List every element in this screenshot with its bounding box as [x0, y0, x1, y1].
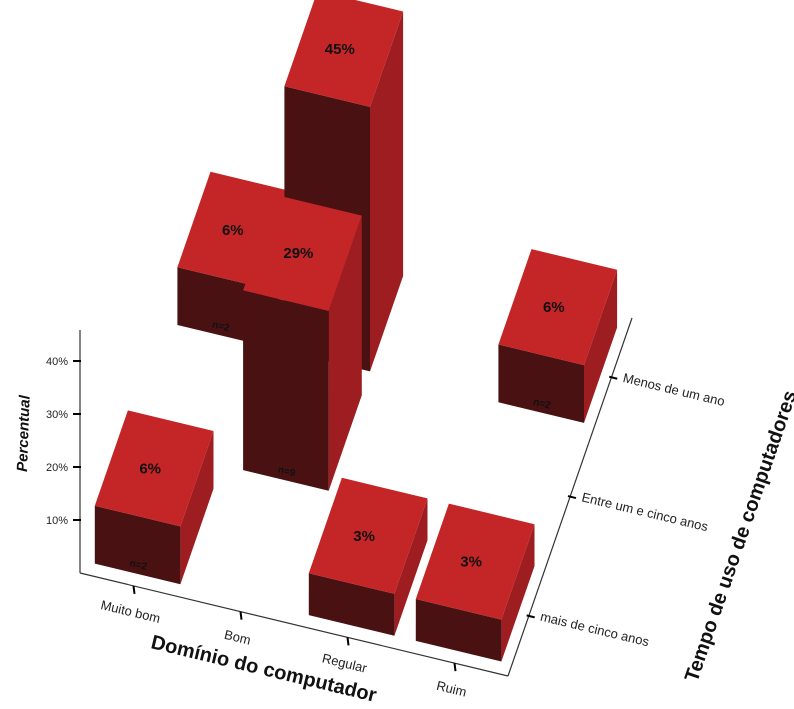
x-tick — [346, 637, 350, 646]
bar-n-label: n=2 — [532, 397, 552, 412]
depth-tick — [609, 375, 618, 380]
bar-side-face — [370, 11, 404, 372]
bar-value-label: 3% — [460, 554, 482, 571]
bar-n-label: n=2 — [128, 558, 148, 573]
bar-top-face — [498, 249, 618, 366]
bars: 6%n=245%n=146%n=229%n=96%n=23%3% — [94, 0, 618, 662]
y-tick-label: 20% — [46, 462, 68, 474]
x-tick — [239, 611, 243, 620]
bar-side-face — [328, 215, 362, 491]
x-tick — [453, 663, 457, 672]
bar-front-face — [243, 290, 329, 491]
bar-value-label: 6% — [222, 222, 244, 239]
depth-tick-label-menos-de-um-ano: Menos de um ano — [622, 370, 727, 409]
x-tick-label-regular: Regular — [321, 650, 369, 675]
depth-tick-label-mais-de-cinco-anos: mais de cinco anos — [539, 609, 651, 650]
bar-top-face — [94, 410, 214, 527]
y-tick-label: 10% — [46, 515, 68, 527]
bar-value-label: 6% — [139, 460, 161, 477]
x-tick-label-bom: Bom — [223, 627, 252, 648]
bar-n-label: n=9 — [277, 465, 297, 480]
bar-value-label: 6% — [543, 299, 565, 316]
depth-tick — [526, 614, 535, 619]
bar-bom-entre-um-e-cinco-anos: 29% n=9 — [243, 195, 362, 491]
bar-value-label: 29% — [283, 245, 313, 262]
bar-top-face — [243, 195, 362, 311]
bar-front-face — [415, 599, 502, 662]
depth-tick-label-entre-um-e-cinco-anos: Entre um e cinco anos — [580, 489, 710, 534]
x-tick-label-ruim: Ruim — [435, 678, 468, 700]
bar-ruim-menos-de-um-ano: 6% n=2 — [498, 249, 618, 423]
bar-side-face — [501, 524, 535, 662]
depth-axis-title: Tempo de uso de computadores — [681, 388, 794, 685]
bar-top-face — [308, 477, 428, 594]
bar-side-face — [394, 498, 428, 636]
bar-top-face — [284, 0, 404, 107]
bar-muito-bom-mais-de-cinco-anos: 6% n=2 — [94, 410, 214, 585]
y-tick-label: 30% — [46, 409, 68, 421]
bar-ruim-mais-de-cinco-anos: 3% — [415, 503, 535, 662]
bar-n-label: n=2 — [211, 319, 231, 334]
x-tick — [132, 585, 136, 594]
x-axis-line — [79, 572, 509, 677]
bar-value-label: 3% — [353, 528, 375, 545]
depth-tick — [567, 495, 577, 500]
bar-front-face — [94, 505, 181, 585]
bar-side-face — [584, 269, 618, 423]
y-ticks: 10% 20% 30% 40% — [46, 356, 81, 527]
bar-side-face — [180, 431, 214, 585]
y-tick-label: 40% — [46, 356, 68, 368]
bar-front-face — [498, 344, 584, 423]
y-axis-title: Percentual — [14, 394, 34, 472]
bar-top-face — [415, 503, 535, 620]
bar-regular-mais-de-cinco-anos: 3% — [308, 477, 428, 636]
bar-front-face — [177, 267, 263, 346]
bar-value-label: 45% — [325, 41, 355, 58]
bar-front-face — [308, 573, 395, 636]
x-tick-label-muito-bom: Muito bom — [99, 597, 162, 626]
